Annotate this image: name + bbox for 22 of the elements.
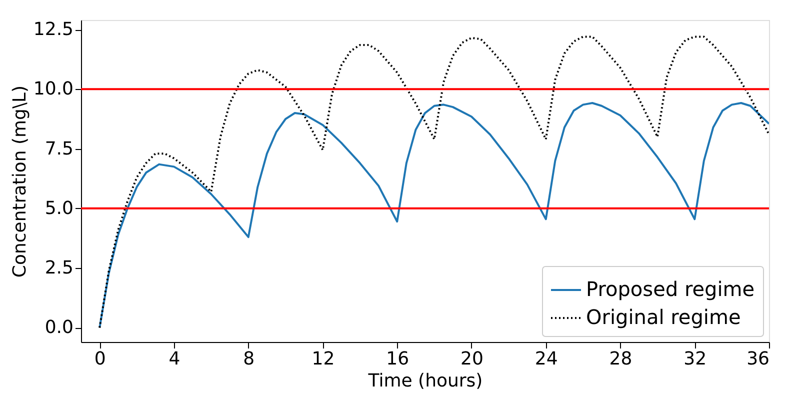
- x-tick-label: 16: [386, 348, 410, 370]
- x-tick-label: 0: [94, 348, 106, 370]
- x-tick-label: 28: [609, 348, 632, 370]
- y-tick-label: 12.5: [33, 19, 74, 40]
- y-tick-label: 2.5: [44, 258, 74, 279]
- y-tick-label: 10.0: [33, 78, 74, 100]
- x-tick-label: 20: [460, 348, 484, 370]
- y-tick-label: 0.0: [44, 317, 74, 338]
- x-tick-label: 8: [243, 348, 255, 370]
- line-series: [98, 36, 769, 329]
- x-tick-label: 4: [168, 348, 180, 370]
- x-axis-title: Time (hours): [367, 370, 483, 392]
- x-tick-label: 32: [684, 348, 707, 370]
- x-tick-label: 24: [534, 348, 558, 370]
- y-axis-title: Concentration (mg\L): [9, 85, 30, 278]
- line-series: [98, 102, 769, 329]
- x-tick-label: 36: [746, 348, 770, 370]
- y-tick-label: 5.0: [44, 198, 74, 219]
- x-tick-label: 12: [312, 348, 335, 370]
- legend-label: Proposed regime: [586, 277, 755, 301]
- legend-label: Original regime: [586, 305, 741, 329]
- y-tick-label: 7.5: [44, 138, 74, 160]
